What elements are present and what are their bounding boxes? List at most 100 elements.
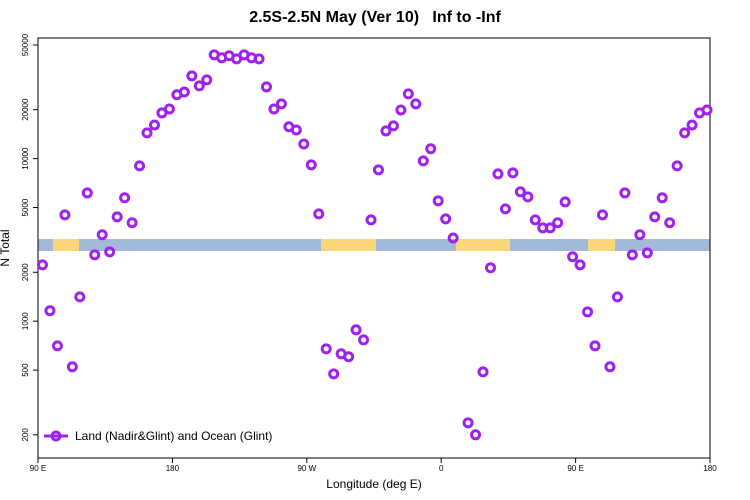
data-point bbox=[268, 103, 280, 115]
chart-title: 2.5S-2.5N May (Ver 10) Inf to -Inf bbox=[249, 9, 501, 26]
data-point bbox=[148, 119, 160, 131]
x-tick-label: 90 W bbox=[297, 464, 316, 473]
data-point bbox=[559, 196, 571, 208]
y-tick-label: 1000 bbox=[21, 312, 30, 330]
data-point bbox=[81, 187, 93, 199]
x-tick-label: 90 E bbox=[30, 464, 46, 473]
data-point bbox=[552, 217, 564, 229]
data-point bbox=[611, 291, 623, 303]
data-point bbox=[484, 262, 496, 274]
data-point bbox=[372, 164, 384, 176]
data-point bbox=[447, 232, 459, 244]
data-point bbox=[567, 251, 579, 263]
x-tick-label: 180 bbox=[166, 464, 180, 473]
data-point bbox=[51, 340, 63, 352]
data-point bbox=[36, 259, 48, 271]
y-tick-label: 10000 bbox=[21, 147, 30, 170]
data-point bbox=[544, 222, 556, 234]
data-point bbox=[440, 213, 452, 225]
data-point bbox=[671, 160, 683, 172]
data-point bbox=[320, 343, 332, 355]
data-point bbox=[701, 104, 713, 116]
y-tick-label: 2000 bbox=[21, 263, 30, 281]
data-point bbox=[343, 351, 355, 363]
y-axis-label: N Total bbox=[0, 229, 12, 266]
data-point bbox=[619, 187, 631, 199]
data-point bbox=[186, 70, 198, 82]
y-tick-label: 5000 bbox=[21, 198, 30, 216]
legend-label: Land (Nadir&Glint) and Ocean (Glint) bbox=[75, 429, 272, 443]
data-point bbox=[604, 361, 616, 373]
data-point bbox=[425, 143, 437, 155]
x-axis-label: Longitude (deg E) bbox=[326, 477, 421, 491]
data-point bbox=[260, 81, 272, 93]
data-point bbox=[89, 249, 101, 261]
data-point bbox=[178, 86, 190, 98]
data-point bbox=[507, 167, 519, 179]
data-point bbox=[402, 88, 414, 100]
land-patch bbox=[456, 239, 510, 251]
data-point bbox=[499, 203, 511, 215]
data-point bbox=[104, 246, 116, 258]
x-tick-label: 0 bbox=[439, 464, 444, 473]
data-point bbox=[328, 368, 340, 380]
data-point bbox=[134, 160, 146, 172]
y-tick-label: 500 bbox=[21, 363, 30, 377]
data-point bbox=[163, 103, 175, 115]
data-point bbox=[664, 217, 676, 229]
data-point bbox=[313, 208, 325, 220]
data-point bbox=[410, 98, 422, 110]
land-patch bbox=[53, 239, 79, 251]
y-tick-label: 50000 bbox=[21, 33, 30, 56]
data-point bbox=[574, 259, 586, 271]
data-point bbox=[626, 249, 638, 261]
y-tick-label: 200 bbox=[21, 428, 30, 442]
data-point bbox=[582, 306, 594, 318]
land-patch bbox=[321, 239, 376, 251]
data-point bbox=[59, 209, 71, 221]
legend: Land (Nadir&Glint) and Ocean (Glint) bbox=[44, 429, 272, 443]
data-point bbox=[589, 340, 601, 352]
data-point bbox=[686, 119, 698, 131]
data-point bbox=[522, 191, 534, 203]
data-point bbox=[387, 120, 399, 132]
data-point bbox=[679, 127, 691, 139]
data-point bbox=[126, 217, 138, 229]
data-point bbox=[44, 305, 56, 317]
data-point bbox=[596, 209, 608, 221]
data-point bbox=[656, 192, 668, 204]
y-tick-label: 20000 bbox=[21, 98, 30, 121]
data-point bbox=[305, 159, 317, 171]
data-point bbox=[477, 366, 489, 378]
data-point bbox=[66, 361, 78, 373]
data-point bbox=[298, 138, 310, 150]
x-tick-label: 180 bbox=[703, 464, 717, 473]
legend-marker bbox=[50, 430, 62, 442]
surface-strip bbox=[38, 239, 710, 251]
data-point bbox=[462, 417, 474, 429]
plot-frame bbox=[37, 37, 711, 459]
data-point bbox=[193, 80, 205, 92]
data-point bbox=[365, 214, 377, 226]
data-point bbox=[649, 211, 661, 223]
data-point bbox=[74, 291, 86, 303]
data-point bbox=[358, 334, 370, 346]
data-point bbox=[417, 155, 429, 167]
data-point bbox=[141, 127, 153, 139]
data-point bbox=[380, 125, 392, 137]
data-point bbox=[290, 124, 302, 136]
data-point bbox=[634, 229, 646, 241]
data-point bbox=[395, 104, 407, 116]
data-point bbox=[470, 429, 482, 441]
data-point bbox=[492, 168, 504, 180]
data-point bbox=[529, 214, 541, 226]
land-patch bbox=[588, 239, 615, 251]
data-point bbox=[514, 186, 526, 198]
data-point bbox=[350, 324, 362, 336]
data-point bbox=[432, 195, 444, 207]
data-point bbox=[275, 98, 287, 110]
data-point bbox=[111, 211, 123, 223]
data-point bbox=[96, 229, 108, 241]
data-point bbox=[641, 247, 653, 259]
